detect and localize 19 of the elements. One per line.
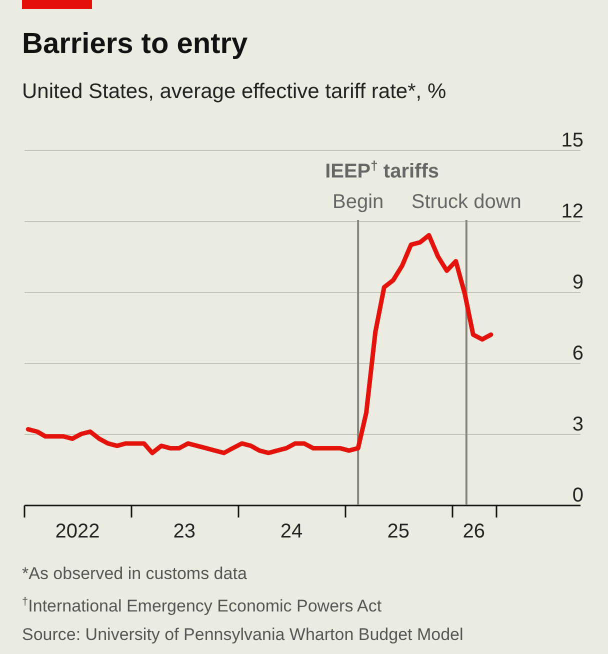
y-tick-label: 0	[572, 484, 584, 506]
annotation: IEEP$^{†}$ tariffs	[325, 158, 439, 184]
x-tick-label: 2022	[55, 520, 100, 542]
x-tick-label: 25	[387, 520, 410, 542]
text: *As observed in customs data	[22, 563, 248, 585]
text: $^{†}$International Emergency Economic Powers Act	[22, 595, 383, 618]
y-tick-label: 12	[561, 200, 584, 222]
y-tick-label: 15	[561, 130, 584, 152]
y-tick-label: 9	[572, 272, 584, 294]
ref-line-label: Struck down	[411, 191, 522, 213]
y-tick-label: 3	[572, 414, 584, 436]
y-tick-label: 6	[572, 342, 584, 364]
x-tick-label: 24	[280, 520, 303, 542]
x-tick-label: 23	[173, 520, 196, 542]
chart-subtitle: United States, average effective tariff rate*, %	[22, 80, 446, 104]
ref-line-label: Begin	[332, 191, 384, 213]
x-tick-label: 26	[462, 520, 486, 542]
source-note: Source: University of Pennsylvania Wharton Budget Model	[22, 624, 464, 646]
chart-title: Barriers to entry	[22, 28, 248, 61]
